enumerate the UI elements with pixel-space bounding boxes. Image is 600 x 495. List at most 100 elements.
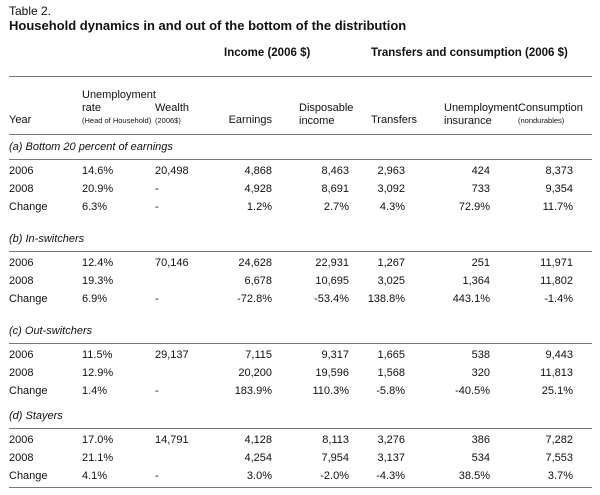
cell-earnings: 6,678 bbox=[244, 275, 272, 287]
cell-year: Change bbox=[9, 201, 48, 213]
cell-consumption: 8,373 bbox=[545, 165, 573, 177]
cell-unemp: 20.9% bbox=[82, 183, 114, 195]
section-rule bbox=[9, 343, 592, 344]
header-bottom-rule bbox=[9, 134, 592, 135]
cell-unemp: 12.9% bbox=[82, 367, 114, 379]
col-header-unemployment-insurance: Unemployment insurance bbox=[444, 102, 518, 128]
cell-ui: 424 bbox=[471, 165, 490, 177]
cell-consumption: -1.4% bbox=[544, 293, 573, 305]
table-row: 2006 11.5% 29,137 7,115 9,317 1,665 538 9,443 bbox=[0, 349, 600, 364]
cell-unemp: 17.0% bbox=[82, 434, 114, 446]
col-header-disposable-income: Disposable income bbox=[299, 102, 353, 128]
col-header-wealth-sub: (2006$) bbox=[155, 116, 181, 125]
cell-wealth: - bbox=[155, 293, 159, 305]
cell-year: 2006 bbox=[9, 165, 34, 177]
cell-consumption: 11,971 bbox=[540, 257, 573, 269]
table-row: 2008 20.9% - 4,928 8,691 3,092 733 9,354 bbox=[0, 183, 600, 198]
cell-earnings: 4,128 bbox=[244, 434, 272, 446]
cell-disposable: 8,691 bbox=[321, 183, 349, 195]
col-header-unemployment-rate-sub: (Head of Household) bbox=[82, 116, 152, 125]
cell-wealth: 29,137 bbox=[155, 349, 189, 361]
section-title: (b) In-switchers bbox=[9, 233, 85, 245]
cell-transfers: 3,092 bbox=[377, 183, 405, 195]
cell-wealth: - bbox=[155, 201, 159, 213]
cell-consumption: 25.1% bbox=[541, 385, 573, 397]
cell-ui: 386 bbox=[471, 434, 490, 446]
cell-earnings: 20,200 bbox=[238, 367, 272, 379]
cell-ui: 443.1% bbox=[452, 293, 490, 305]
table-label: Table 2. bbox=[9, 4, 52, 18]
cell-transfers: 3,137 bbox=[377, 452, 405, 464]
cell-wealth: - bbox=[155, 385, 159, 397]
cell-ui: 538 bbox=[471, 349, 490, 361]
income-group-header: Income (2006 $) bbox=[224, 47, 311, 59]
table-row: 2008 12.9% 20,200 19,596 1,568 320 11,813 bbox=[0, 367, 600, 382]
cell-earnings: 1.2% bbox=[246, 201, 272, 213]
cell-year: Change bbox=[9, 293, 48, 305]
cell-consumption: 7,553 bbox=[545, 452, 573, 464]
cell-unemp: 19.3% bbox=[82, 275, 114, 287]
cell-unemp: 14.6% bbox=[82, 165, 114, 177]
cell-year: Change bbox=[9, 385, 48, 397]
cell-transfers: 1,568 bbox=[377, 367, 405, 379]
cell-earnings: 4,928 bbox=[244, 183, 272, 195]
col-header-unemployment-rate-line1: Unemployment bbox=[82, 89, 156, 101]
col-header-wealth-label: Wealth bbox=[155, 102, 190, 114]
cell-disposable: 19,596 bbox=[315, 367, 349, 379]
col-header-consumption-label: Consumption bbox=[518, 102, 583, 114]
section-title: (a) Bottom 20 percent of earnings bbox=[9, 141, 173, 153]
cell-disposable: 7,954 bbox=[321, 452, 349, 464]
cell-transfers: 2,963 bbox=[377, 165, 405, 177]
table-bottom-rule bbox=[9, 487, 592, 488]
cell-transfers: -4.3% bbox=[376, 470, 405, 482]
cell-transfers: 3,025 bbox=[377, 275, 405, 287]
col-header-disposable-line1: Disposable bbox=[299, 102, 354, 114]
col-header-unemployment-rate-line2: rate bbox=[82, 102, 101, 114]
cell-transfers: 1,267 bbox=[377, 257, 405, 269]
cell-earnings: 3.0% bbox=[246, 470, 272, 482]
cell-ui: 38.5% bbox=[458, 470, 490, 482]
cell-wealth: - bbox=[155, 183, 159, 195]
cell-unemp: 6.3% bbox=[82, 201, 108, 213]
table-row: 2008 21.1% 4,254 7,954 3,137 534 7,553 bbox=[0, 452, 600, 467]
col-header-disposable-line2: income bbox=[299, 115, 335, 127]
cell-consumption: 3.7% bbox=[547, 470, 573, 482]
cell-ui: 251 bbox=[471, 257, 490, 269]
cell-consumption: 9,354 bbox=[545, 183, 573, 195]
col-header-ui-line2: insurance bbox=[444, 115, 492, 127]
cell-year: 2006 bbox=[9, 434, 34, 446]
cell-year: 2006 bbox=[9, 257, 34, 269]
cell-disposable: 22,931 bbox=[315, 257, 349, 269]
cell-transfers: 4.3% bbox=[379, 201, 405, 213]
cell-wealth: 20,498 bbox=[155, 165, 189, 177]
col-header-wealth: Wealth (2006$) bbox=[155, 102, 189, 126]
cell-consumption: 11,802 bbox=[540, 275, 573, 287]
cell-disposable: -53.4% bbox=[314, 293, 349, 305]
cell-unemp: 6.9% bbox=[82, 293, 108, 305]
cell-earnings: 4,868 bbox=[244, 165, 272, 177]
cell-consumption: 7,282 bbox=[545, 434, 573, 446]
cell-transfers: 3,276 bbox=[377, 434, 405, 446]
cell-earnings: -72.8% bbox=[237, 293, 272, 305]
cell-disposable: 8,113 bbox=[322, 434, 349, 446]
table-row: Change 4.1% - 3.0% -2.0% -4.3% 38.5% 3.7% bbox=[0, 470, 600, 485]
section-rule bbox=[9, 251, 592, 252]
cell-ui: 72.9% bbox=[458, 201, 490, 213]
col-header-ui-line1: Unemployment bbox=[444, 102, 518, 114]
cell-year: 2008 bbox=[9, 452, 34, 464]
cell-disposable: 2.7% bbox=[323, 201, 349, 213]
cell-earnings: 4,254 bbox=[244, 452, 272, 464]
cell-consumption: 9,443 bbox=[545, 349, 573, 361]
cell-ui: 733 bbox=[471, 183, 490, 195]
cell-disposable: 110.3% bbox=[312, 385, 350, 397]
cell-earnings: 7,115 bbox=[245, 349, 272, 361]
col-header-year: Year bbox=[9, 114, 32, 126]
cell-consumption: 11,813 bbox=[540, 367, 573, 379]
table-title: Household dynamics in and out of the bot… bbox=[9, 18, 407, 33]
transfers-group-header: Transfers and consumption (2006 $) bbox=[371, 47, 568, 59]
cell-year: 2006 bbox=[9, 349, 34, 361]
table-row: 2006 12.4% 70,146 24,628 22,931 1,267 251 11,97… bbox=[0, 257, 600, 272]
cell-wealth: - bbox=[155, 470, 159, 482]
cell-unemp: 21.1% bbox=[82, 452, 114, 464]
cell-disposable: 10,695 bbox=[315, 275, 349, 287]
